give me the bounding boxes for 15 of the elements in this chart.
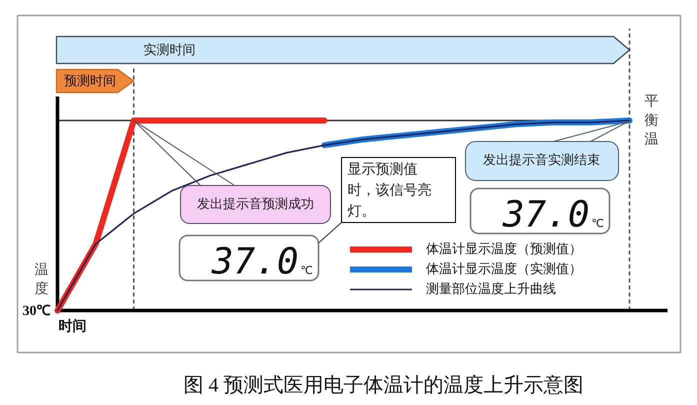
legend-label: 体温计显示温度（预测值） <box>426 241 582 258</box>
text: 图 4 预测式医用电子体温计的温度上升示意图 <box>184 374 584 396</box>
annotation: 显示预测值时，该信号亮灯。 <box>348 162 432 220</box>
text: 实测时间 <box>144 43 196 58</box>
ref-line-label: 平衡温 <box>644 93 658 148</box>
annotation: 37.0℃ <box>502 194 604 236</box>
annotation: 发出提示音预测成功 <box>197 197 314 212</box>
text: 预测时间 <box>64 74 116 89</box>
annotation: 37.0℃ <box>210 242 313 282</box>
x-axis-title: 时间 <box>58 318 86 334</box>
annotation: 发出提示音实测结束 <box>483 153 600 168</box>
y-axis-title: 温度 <box>34 262 48 298</box>
legend-label: 测量部位温度上升曲线 <box>426 281 556 298</box>
text: 30℃ <box>22 304 50 319</box>
legend-label: 体温计显示温度（实测值） <box>426 261 582 278</box>
